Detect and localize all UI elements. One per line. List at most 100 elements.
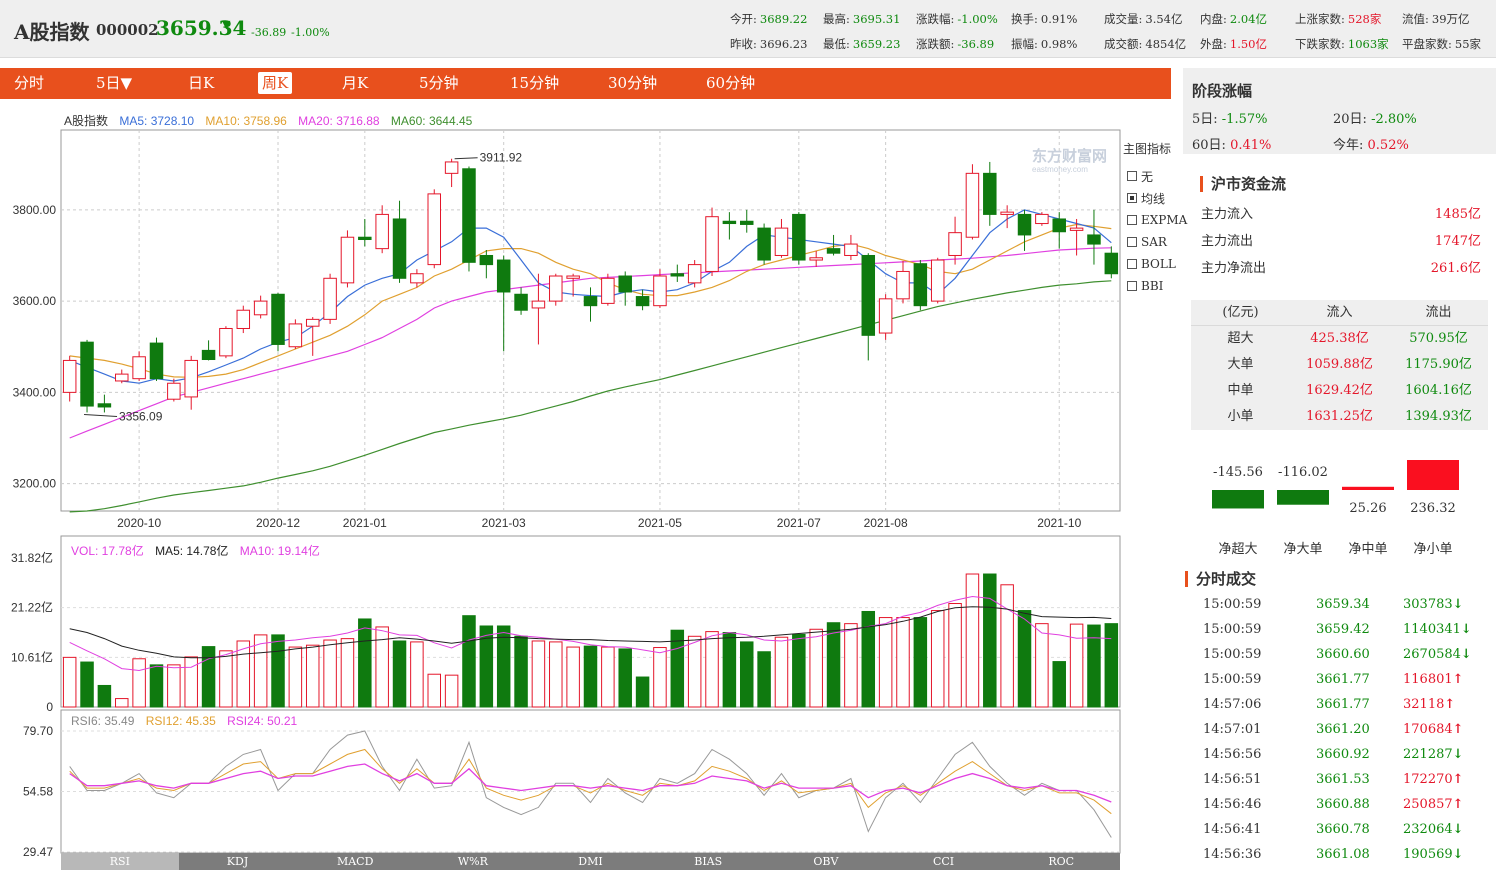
tab-period[interactable]: 15分钟 [510, 74, 560, 92]
legend-ma20: MA20: 3716.88 [298, 114, 380, 128]
volume-bar [983, 573, 997, 708]
trade-row: 15:00:59 3660.60 2670584↓ [1203, 647, 1483, 669]
quote-field: 最高: 3695.31 [823, 11, 900, 27]
candle [115, 373, 129, 382]
indicator-panel-title: 主图指标 [1123, 142, 1172, 156]
indicator-option[interactable]: BBI [1123, 275, 1187, 297]
checkbox-icon[interactable] [1127, 237, 1137, 247]
indicator-tab[interactable]: RSI [61, 853, 179, 870]
indicator-tab[interactable]: DMI [578, 855, 603, 868]
candle [1104, 252, 1119, 275]
quote-field-label: 成交额: [1104, 37, 1143, 51]
tab-period[interactable]: 周K [258, 72, 293, 94]
indicator-tab[interactable]: MACD [336, 855, 374, 868]
y-tick-label: 10.61亿 [11, 649, 53, 664]
tab-period[interactable]: 60分钟 [706, 74, 756, 92]
indicator-option[interactable]: 无 [1123, 165, 1187, 187]
net-flow-bar [1277, 490, 1329, 505]
stage-change-value: 0.52% [1363, 138, 1409, 153]
candle [948, 232, 962, 256]
candle [722, 220, 737, 225]
tab-period[interactable]: 月K [342, 74, 369, 92]
candle [601, 277, 615, 304]
rsi12-line [69, 748, 1112, 815]
volume-bar [427, 673, 442, 708]
indicator-option[interactable]: 均线 [1123, 187, 1187, 209]
y-tick-label: 3800.00 [13, 203, 57, 217]
candle [739, 220, 754, 225]
quote-field-value: 1.50亿 [1229, 37, 1267, 51]
volume-bar [1000, 584, 1014, 708]
volume-bar [201, 646, 216, 708]
tab-period[interactable]: 5日▼ [96, 74, 133, 92]
rsi-chart-frame [60, 709, 1121, 854]
indicator-tab[interactable]: BIAS [694, 855, 723, 868]
volume-bar [375, 626, 389, 708]
tab-period[interactable]: 5分钟 [419, 74, 459, 92]
current-price: 3659.34 [156, 16, 247, 40]
quote-field-label: 振幅: [1011, 37, 1038, 51]
volume-bar [1087, 624, 1101, 708]
indicator-tab[interactable]: ROC [1048, 855, 1075, 868]
quote-field-label: 今开: [730, 12, 757, 26]
volume-bar [288, 646, 303, 708]
quote-field-value: 55家 [1454, 37, 1482, 51]
tab-period[interactable]: 日K [188, 74, 215, 92]
checkbox-icon[interactable] [1127, 171, 1137, 181]
quote-field-label: 上涨家数: [1295, 12, 1345, 26]
fund-flow-title: 沪市资金流 [1200, 176, 1286, 192]
candle [965, 172, 980, 238]
volume-bar [97, 684, 112, 708]
candle [167, 382, 181, 400]
indicator-option-label: EXPMA [1141, 213, 1188, 227]
volume-bar [167, 664, 181, 708]
quote-field-value: 528家 [1347, 12, 1382, 26]
quote-field-value: 4854亿 [1145, 37, 1187, 51]
indicator-option[interactable]: SAR [1123, 231, 1187, 253]
flow-table-out: 1604.16亿 [1405, 383, 1472, 398]
x-tick-label: 2021-08 [864, 516, 908, 530]
checkbox-icon[interactable] [1127, 215, 1137, 225]
tab-period[interactable]: 分时 [14, 74, 45, 92]
candle [410, 273, 424, 284]
candle [392, 218, 407, 279]
indicator-option[interactable]: BOLL [1123, 253, 1187, 275]
y-tick-label: 0 [46, 700, 53, 714]
indicator-tab[interactable]: W%R [457, 855, 488, 868]
net-flow-chart: -145.56 净超大 -116.02 净大单 25.26 净中单 236.32 净小单 [1212, 460, 1459, 557]
stage-change-item: 20日: -2.80% [1333, 108, 1417, 127]
checkbox-icon[interactable] [1127, 259, 1137, 269]
volume-bar [635, 676, 650, 708]
tab-period[interactable]: 30分钟 [608, 74, 658, 92]
trade-price: 3659.42 [1316, 622, 1370, 637]
indicator-tab[interactable]: KDJ [226, 855, 249, 868]
trade-row: 14:56:51 3661.53 172270↑ [1203, 772, 1483, 794]
candle [1052, 218, 1066, 233]
quote-field-label: 内盘: [1200, 12, 1227, 26]
y-tick-label: 3600.00 [13, 294, 57, 308]
indicator-tab[interactable]: OBV [813, 855, 839, 868]
indicator-tabs: RSI KDJ MACD W%R DMI BIAS OBV CCI ROC [61, 853, 1120, 870]
volume-bar [184, 656, 198, 708]
candle [1035, 213, 1049, 225]
trade-row: 15:00:59 3659.34 303783↓ [1203, 597, 1483, 619]
arrow-down-icon: ↓ [1452, 747, 1464, 762]
arrow-up-icon: ↑ [1452, 722, 1464, 737]
stock-code: 000002 [96, 21, 159, 39]
candle [80, 341, 94, 407]
trade-time: 14:57:06 [1203, 697, 1262, 712]
indicator-tab[interactable]: CCI [932, 855, 955, 868]
flow-table-label: 小单 [1227, 409, 1254, 424]
volume-bar [132, 658, 146, 708]
quote-field-value: 3696.23 [759, 37, 808, 51]
chart-area[interactable]: 2020-10 2020-12 2021-01 2021-03 2021-05 2021-… [0, 100, 1180, 876]
net-flow-value: 236.32 [1410, 501, 1456, 516]
candle [583, 296, 598, 307]
checkbox-icon[interactable] [1127, 281, 1137, 291]
volume-bar [896, 617, 910, 708]
candle [531, 300, 546, 309]
candle [1017, 213, 1032, 236]
candle [496, 259, 511, 293]
checkbox-icon[interactable] [1127, 193, 1137, 203]
indicator-option[interactable]: EXPMA [1123, 209, 1187, 231]
